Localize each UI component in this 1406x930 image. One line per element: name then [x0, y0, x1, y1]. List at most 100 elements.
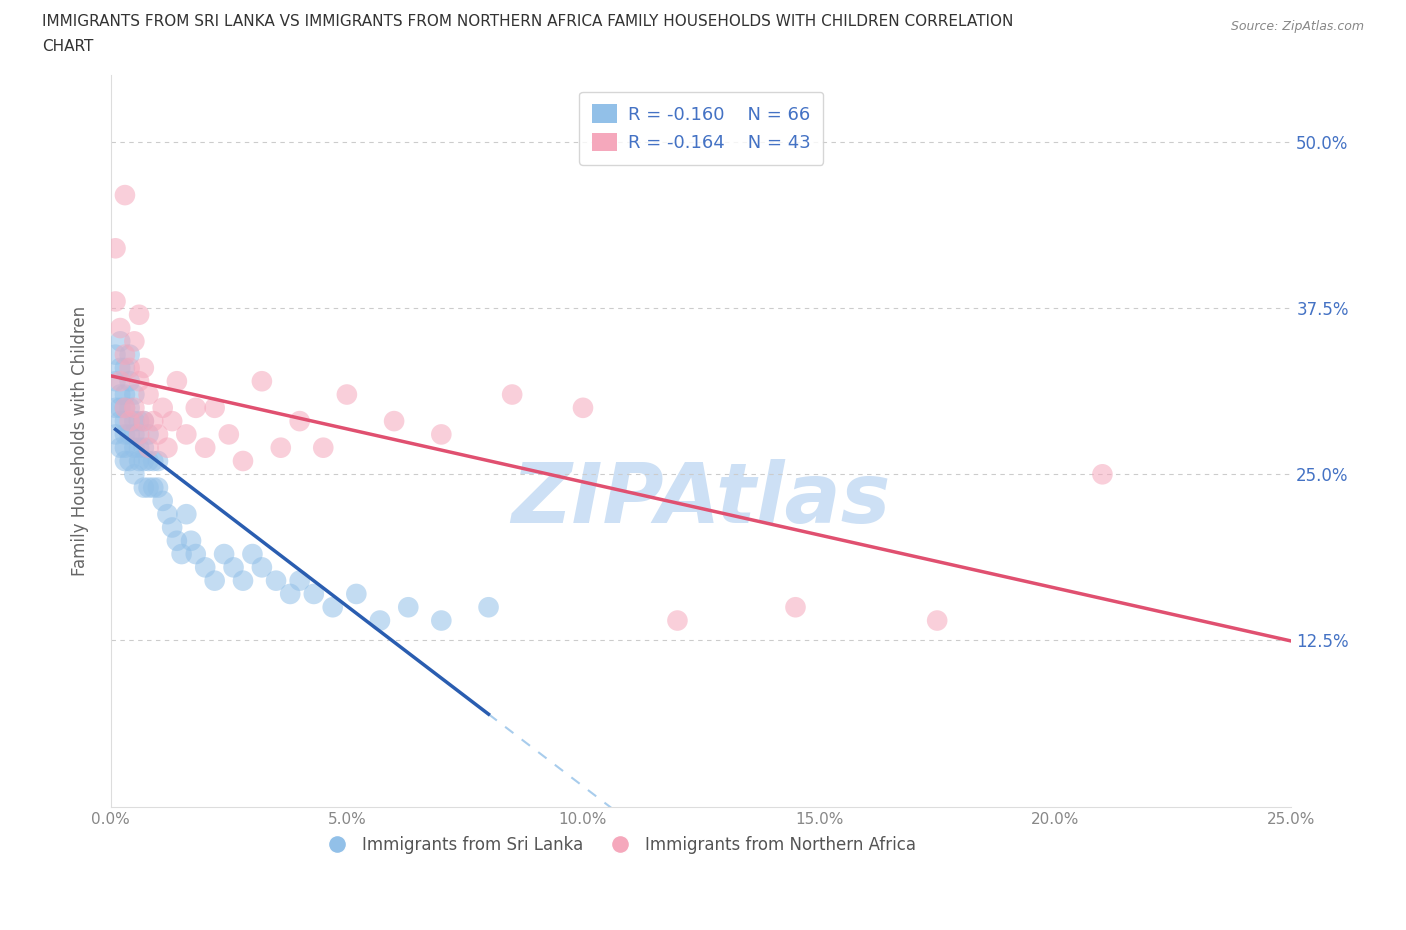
- Point: [138, 440, 160, 455]
- Point: [114, 188, 136, 203]
- Point: [138, 427, 160, 442]
- Point: [218, 427, 240, 442]
- Point: [785, 600, 807, 615]
- Point: [1091, 467, 1114, 482]
- Point: [142, 414, 165, 429]
- Point: [108, 374, 131, 389]
- Point: [166, 374, 188, 389]
- Point: [477, 600, 499, 615]
- Point: [128, 307, 150, 322]
- Point: [124, 427, 146, 442]
- Point: [382, 414, 405, 429]
- Point: [124, 401, 146, 416]
- Point: [114, 347, 136, 362]
- Point: [114, 401, 136, 416]
- Point: [114, 361, 136, 376]
- Point: [572, 401, 595, 416]
- Point: [108, 401, 131, 416]
- Point: [176, 507, 198, 522]
- Point: [322, 600, 344, 615]
- Point: [146, 480, 169, 495]
- Point: [396, 600, 419, 615]
- Point: [104, 401, 127, 416]
- Point: [114, 440, 136, 455]
- Point: [142, 454, 165, 469]
- Point: [118, 401, 141, 416]
- Point: [118, 374, 141, 389]
- Point: [194, 560, 217, 575]
- Point: [114, 454, 136, 469]
- Point: [156, 440, 179, 455]
- Point: [108, 321, 131, 336]
- Point: [250, 560, 273, 575]
- Point: [146, 454, 169, 469]
- Point: [344, 587, 367, 602]
- Point: [336, 387, 359, 402]
- Point: [118, 347, 141, 362]
- Point: [138, 387, 160, 402]
- Point: [250, 374, 273, 389]
- Point: [104, 241, 127, 256]
- Point: [108, 440, 131, 455]
- Point: [180, 533, 202, 548]
- Point: [368, 613, 391, 628]
- Point: [108, 414, 131, 429]
- Point: [124, 440, 146, 455]
- Point: [430, 427, 453, 442]
- Text: Source: ZipAtlas.com: Source: ZipAtlas.com: [1230, 20, 1364, 33]
- Point: [666, 613, 689, 628]
- Point: [288, 573, 311, 588]
- Point: [108, 334, 131, 349]
- Point: [302, 587, 325, 602]
- Point: [166, 533, 188, 548]
- Point: [124, 387, 146, 402]
- Point: [128, 440, 150, 455]
- Point: [104, 294, 127, 309]
- Point: [232, 454, 254, 469]
- Text: IMMIGRANTS FROM SRI LANKA VS IMMIGRANTS FROM NORTHERN AFRICA FAMILY HOUSEHOLDS W: IMMIGRANTS FROM SRI LANKA VS IMMIGRANTS …: [42, 14, 1014, 29]
- Point: [138, 480, 160, 495]
- Y-axis label: Family Households with Children: Family Households with Children: [72, 306, 89, 576]
- Legend: Immigrants from Sri Lanka, Immigrants from Northern Africa: Immigrants from Sri Lanka, Immigrants fr…: [314, 830, 922, 860]
- Point: [128, 454, 150, 469]
- Point: [170, 547, 193, 562]
- Point: [152, 401, 174, 416]
- Point: [204, 401, 226, 416]
- Point: [501, 387, 523, 402]
- Point: [108, 361, 131, 376]
- Point: [132, 414, 155, 429]
- Point: [152, 494, 174, 509]
- Point: [132, 361, 155, 376]
- Point: [288, 414, 311, 429]
- Point: [212, 547, 235, 562]
- Point: [264, 573, 287, 588]
- Point: [270, 440, 292, 455]
- Point: [118, 454, 141, 469]
- Point: [104, 347, 127, 362]
- Point: [114, 427, 136, 442]
- Point: [176, 427, 198, 442]
- Point: [114, 414, 136, 429]
- Point: [927, 613, 949, 628]
- Point: [108, 387, 131, 402]
- Point: [312, 440, 335, 455]
- Point: [104, 374, 127, 389]
- Point: [222, 560, 245, 575]
- Point: [114, 387, 136, 402]
- Point: [114, 401, 136, 416]
- Point: [132, 480, 155, 495]
- Text: CHART: CHART: [42, 39, 94, 54]
- Point: [118, 427, 141, 442]
- Point: [118, 414, 141, 429]
- Point: [232, 573, 254, 588]
- Point: [132, 414, 155, 429]
- Point: [128, 414, 150, 429]
- Point: [156, 507, 179, 522]
- Point: [184, 547, 207, 562]
- Point: [124, 467, 146, 482]
- Point: [146, 427, 169, 442]
- Point: [430, 613, 453, 628]
- Point: [124, 414, 146, 429]
- Point: [124, 334, 146, 349]
- Point: [160, 520, 183, 535]
